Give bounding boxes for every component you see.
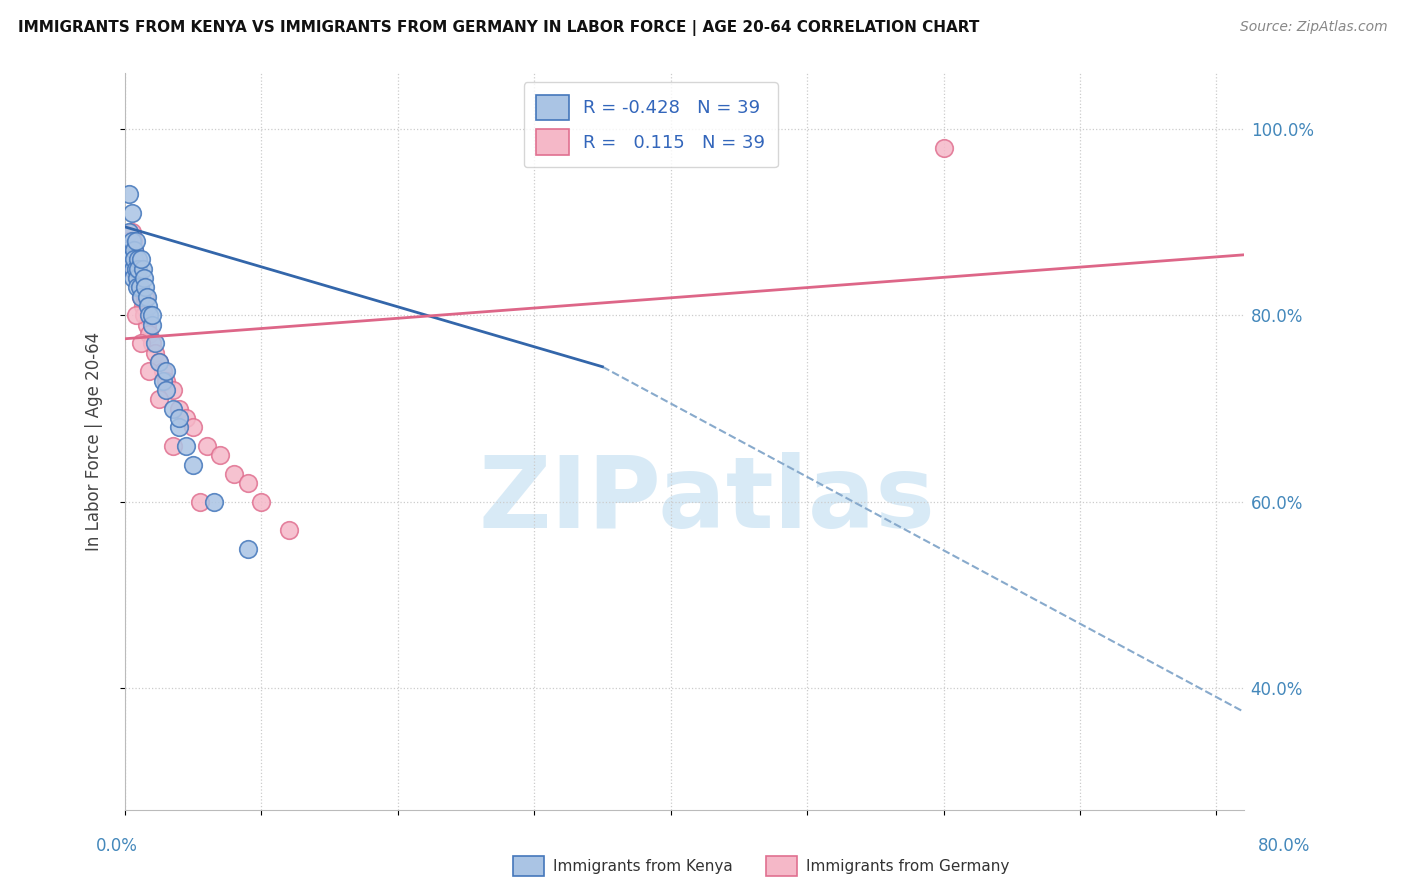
Point xyxy=(152,374,174,388)
Point xyxy=(124,243,146,257)
Point xyxy=(209,448,232,462)
Point xyxy=(174,439,197,453)
Point xyxy=(125,234,148,248)
Text: 80.0%: 80.0% xyxy=(1258,837,1310,855)
Point xyxy=(117,243,139,257)
Point xyxy=(162,383,184,397)
Text: IMMIGRANTS FROM KENYA VS IMMIGRANTS FROM GERMANY IN LABOR FORCE | AGE 20-64 CORR: IMMIGRANTS FROM KENYA VS IMMIGRANTS FROM… xyxy=(18,20,980,36)
Point xyxy=(135,290,157,304)
Point xyxy=(174,411,197,425)
Point xyxy=(122,261,145,276)
Legend: R = -0.428   N = 39, R =   0.115   N = 39: R = -0.428 N = 39, R = 0.115 N = 39 xyxy=(523,82,778,168)
Point xyxy=(124,252,146,267)
Point xyxy=(127,252,149,267)
Text: Immigrants from Kenya: Immigrants from Kenya xyxy=(553,859,733,873)
Point xyxy=(118,234,141,248)
Point xyxy=(125,309,148,323)
Point xyxy=(129,290,152,304)
Point xyxy=(129,290,152,304)
Point xyxy=(125,252,148,267)
Point xyxy=(118,187,141,202)
Point xyxy=(125,261,148,276)
Point xyxy=(148,355,170,369)
Point xyxy=(181,420,204,434)
Point xyxy=(202,495,225,509)
Point xyxy=(148,392,170,407)
Text: Source: ZipAtlas.com: Source: ZipAtlas.com xyxy=(1240,20,1388,34)
Point xyxy=(162,401,184,416)
Point xyxy=(131,299,153,313)
Text: Immigrants from Germany: Immigrants from Germany xyxy=(806,859,1010,873)
Point xyxy=(127,261,149,276)
Point xyxy=(188,495,211,509)
Point xyxy=(141,309,163,323)
Point xyxy=(169,401,191,416)
Point xyxy=(127,280,149,294)
Point xyxy=(127,271,149,285)
Point xyxy=(169,411,191,425)
Point xyxy=(250,495,273,509)
Text: ZIPatlas: ZIPatlas xyxy=(478,451,935,549)
Point xyxy=(162,439,184,453)
Point xyxy=(143,336,166,351)
Point xyxy=(121,206,143,220)
Point xyxy=(122,271,145,285)
Point xyxy=(195,439,218,453)
Point xyxy=(236,541,259,556)
Point xyxy=(122,234,145,248)
Y-axis label: In Labor Force | Age 20-64: In Labor Force | Age 20-64 xyxy=(86,332,103,551)
Point xyxy=(134,280,156,294)
Point xyxy=(129,252,152,267)
Point xyxy=(277,523,299,537)
Point xyxy=(136,299,159,313)
Point xyxy=(155,364,177,378)
Point xyxy=(134,290,156,304)
Point xyxy=(222,467,245,481)
Point xyxy=(131,261,153,276)
Point xyxy=(236,476,259,491)
Point xyxy=(129,336,152,351)
Point xyxy=(124,243,146,257)
Point xyxy=(127,271,149,285)
Point xyxy=(138,364,160,378)
Point xyxy=(128,280,150,294)
Point xyxy=(138,309,160,323)
Point xyxy=(132,271,155,285)
Point xyxy=(121,261,143,276)
Point xyxy=(138,327,160,342)
Point xyxy=(141,336,163,351)
Point xyxy=(135,318,157,332)
Point xyxy=(117,243,139,257)
Point xyxy=(132,309,155,323)
Text: 0.0%: 0.0% xyxy=(96,837,138,855)
Point xyxy=(118,225,141,239)
Point xyxy=(169,420,191,434)
Point xyxy=(120,252,142,267)
Point xyxy=(121,225,143,239)
Point xyxy=(155,374,177,388)
Point xyxy=(932,140,955,154)
Point xyxy=(148,355,170,369)
Point xyxy=(118,252,141,267)
Point xyxy=(121,234,143,248)
Point xyxy=(128,280,150,294)
Point xyxy=(152,364,174,378)
Point xyxy=(141,318,163,332)
Point xyxy=(181,458,204,472)
Point xyxy=(127,261,149,276)
Point xyxy=(143,345,166,359)
Point xyxy=(155,383,177,397)
